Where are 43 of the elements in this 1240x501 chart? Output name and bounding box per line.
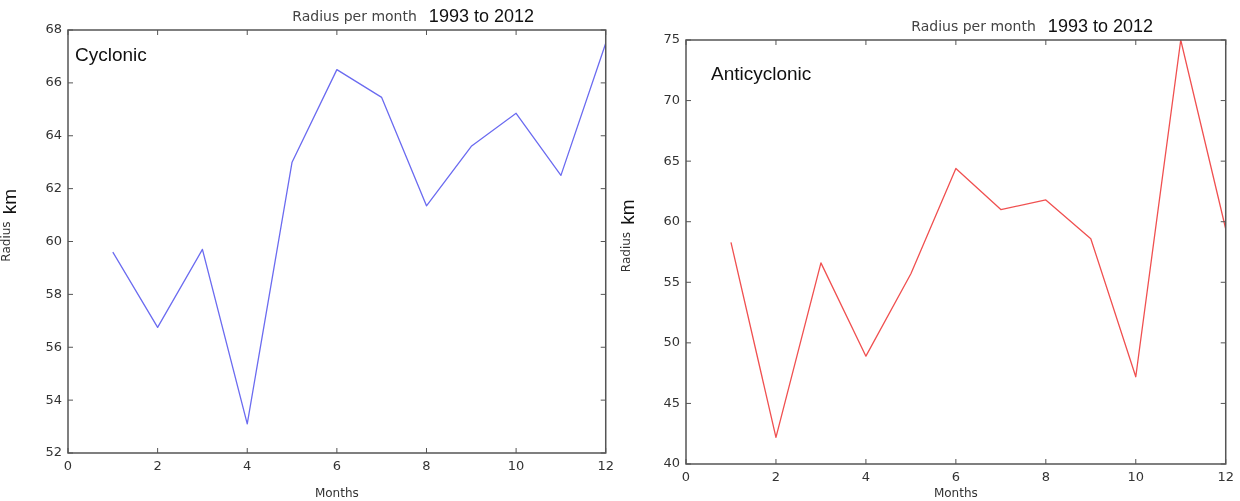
- annotation: Anticyclonic: [711, 62, 812, 84]
- chart-subtitle: 1993 to 2012: [1047, 15, 1153, 36]
- x-tick-label: 12: [597, 458, 614, 474]
- x-axis-title: Months: [314, 485, 359, 500]
- y-tick-label: 66: [45, 74, 62, 90]
- x-tick-label: 4: [861, 469, 871, 485]
- y-tick-label: 68: [45, 21, 62, 37]
- x-tick-label: 0: [681, 469, 691, 485]
- x-tick-label: 4: [243, 458, 252, 474]
- x-tick-label: 10: [1127, 469, 1145, 485]
- y-tick-label: 62: [45, 180, 62, 195]
- x-tick-label: 12: [1217, 469, 1234, 485]
- y-tick-label: 58: [45, 285, 62, 301]
- text: km: [0, 188, 20, 215]
- x-tick-label: 8: [1041, 469, 1050, 485]
- y-tick-label: 40: [663, 455, 680, 471]
- x-axis-title: Months: [933, 485, 978, 500]
- x-tick-label: 10: [507, 458, 525, 474]
- x-tick-label: 8: [422, 458, 431, 474]
- x-tick-label: 0: [63, 458, 73, 474]
- y-tick-label: 50: [663, 334, 680, 350]
- y-tick-label: 60: [45, 232, 62, 248]
- chart-title: Radius per month: [292, 7, 417, 24]
- text: km: [616, 199, 638, 225]
- y-tick-label: 54: [45, 391, 62, 407]
- chart-subtitle: 1993 to 2012: [428, 5, 534, 26]
- y-tick-label: 70: [663, 91, 680, 107]
- y-tick-label: 75: [663, 31, 680, 47]
- x-tick-label: 6: [332, 458, 342, 474]
- y-tick-label: 52: [45, 444, 62, 460]
- x-tick-label: 2: [771, 469, 781, 485]
- y-axis-title: Radius: [619, 231, 634, 273]
- x-tick-label: 2: [153, 458, 162, 474]
- y-tick-label: 64: [45, 127, 62, 143]
- y-tick-label: 55: [663, 273, 680, 289]
- y-tick-label: 60: [663, 213, 680, 229]
- y-axis-title: Radius: [0, 221, 14, 262]
- x-tick-label: 6: [951, 469, 961, 485]
- annotation: Cyclonic: [75, 43, 147, 65]
- y-tick-label: 56: [45, 338, 62, 354]
- y-tick-label: 65: [663, 152, 680, 168]
- chart-title: Radius per month: [911, 17, 1036, 34]
- y-tick-label: 45: [663, 394, 680, 410]
